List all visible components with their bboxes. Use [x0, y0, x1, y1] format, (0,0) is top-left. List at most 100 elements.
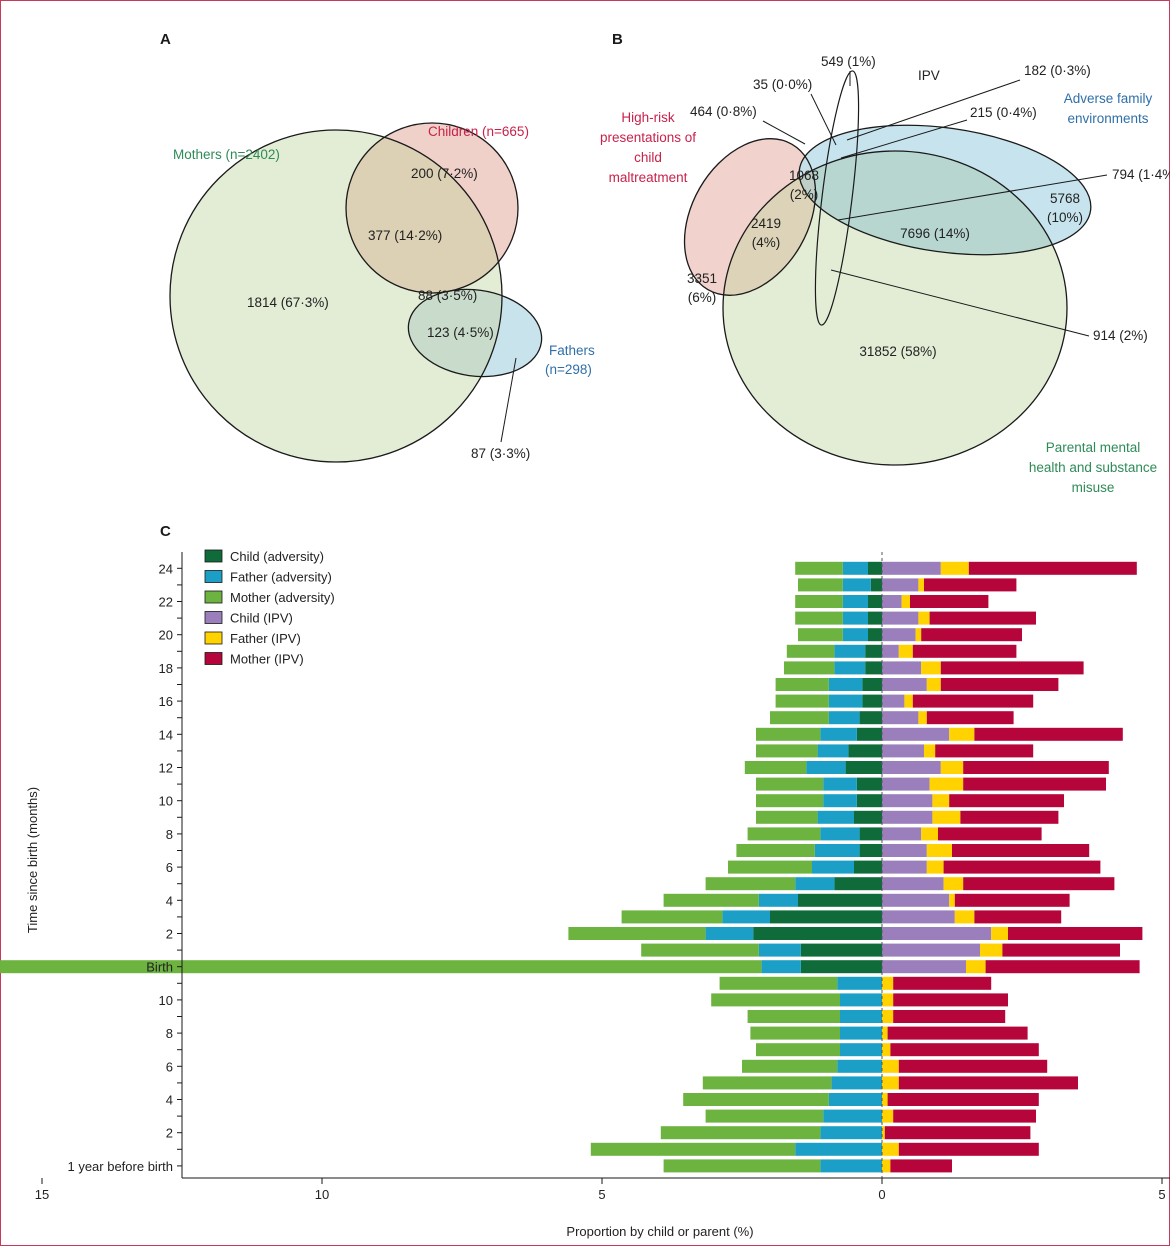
bar-child-adv [859, 827, 882, 841]
venn-b-callout-35-leader [810, 93, 837, 146]
bar-child-ipv [882, 678, 927, 691]
bar-child-adv [868, 561, 882, 575]
bar-father-ipv [991, 927, 1008, 940]
bar-mother-ipv [940, 678, 1059, 691]
bar-father-adv [840, 1010, 882, 1023]
bar-mother-adv [784, 661, 835, 675]
venn-b-region-line: (2%) [790, 187, 819, 202]
y-tick-label: 6 [166, 1059, 173, 1074]
bar-child-ipv [882, 727, 950, 741]
venn-b-parental-mental-outline [722, 150, 1068, 466]
venn-a: A Mothers (n=2402) Children (n=665) Fath… [160, 31, 595, 463]
bar-mother-adv [775, 694, 829, 708]
bar-mother-adv [736, 844, 815, 857]
bar-father-ipv [921, 827, 938, 841]
bar-child-ipv [882, 910, 955, 924]
bar-father-adv [795, 877, 835, 891]
venn-b-region-line: (4%) [752, 235, 781, 250]
bar-father-adv [761, 960, 801, 974]
bar-father-adv [840, 1043, 882, 1057]
bar-father-adv [820, 1159, 882, 1173]
legend-swatch [204, 611, 223, 624]
venn-b-region-family-only: 5768 (10%) [1047, 191, 1083, 225]
y-tick-label: 1 year before birth [67, 1159, 173, 1174]
bar-child-adv [865, 661, 882, 675]
venn-a-region-children-only: 200 (7·2%) [411, 166, 478, 181]
bar-mother-ipv [890, 1159, 952, 1173]
bar-child-ipv [882, 694, 905, 708]
bar-child-adv [854, 860, 882, 874]
bar-child-adv [868, 611, 882, 625]
bar-father-adv [842, 561, 868, 575]
bar-mother-adv [0, 960, 762, 974]
venn-b-family-label-line: environments [1067, 111, 1148, 126]
bar-mother-ipv [898, 1142, 1039, 1156]
bar-father-adv [840, 993, 882, 1007]
bar-mother-ipv [929, 611, 1036, 625]
bar-father-adv [817, 810, 854, 824]
venn-b-region-line: (10%) [1047, 210, 1083, 225]
bar-father-ipv [882, 1126, 885, 1140]
bar-father-adv [834, 661, 866, 675]
bar-father-ipv [918, 578, 924, 592]
bar-child-ipv [882, 711, 919, 725]
venn-b-region-mental-only: 31852 (58%) [859, 344, 936, 359]
bar-mother-adv [621, 910, 723, 924]
bar-mother-ipv [963, 777, 1106, 791]
venn-b-region-line: 3351 [687, 271, 717, 286]
venn-b-callout-464-leader [762, 120, 806, 145]
panel-b-letter: B [612, 31, 623, 48]
bar-mother-ipv [940, 661, 1084, 675]
bar-mother-ipv [912, 644, 1017, 658]
bar-father-ipv [882, 1043, 891, 1057]
bar-father-ipv [898, 644, 913, 658]
bar-mother-adv [663, 893, 759, 907]
bar-mother-ipv [938, 827, 1042, 841]
bar-father-ipv [940, 561, 969, 575]
y-tick-label: 10 [159, 993, 173, 1008]
venn-b-region-line: (6%) [688, 290, 717, 305]
bar-mother-adv [711, 993, 840, 1007]
bar-mother-adv [756, 727, 821, 741]
bar-father-ipv [901, 595, 910, 608]
venn-b-high-risk-outline [683, 138, 817, 296]
bar-father-adv [828, 711, 860, 725]
bar-child-adv [798, 893, 882, 907]
venn-a-fathers-only-leader [500, 357, 517, 443]
panel-a-letter: A [160, 31, 171, 48]
bar-father-ipv [882, 1026, 888, 1040]
bar-father-adv [842, 578, 871, 592]
bar-child-adv [800, 960, 882, 974]
bar-mother-ipv [910, 595, 989, 608]
bar-child-adv [856, 777, 882, 791]
bar-mother-adv [756, 1043, 840, 1057]
legend-swatch [204, 590, 223, 604]
bar-mother-ipv [963, 877, 1115, 891]
bar-mother-adv [660, 1126, 821, 1140]
bar-mother-ipv [924, 578, 1017, 592]
venn-b-high-risk-label-line: presentations of [600, 130, 696, 145]
bar-mother-adv [756, 777, 824, 791]
bar-father-adv [705, 927, 754, 940]
bar-father-adv [840, 1026, 882, 1040]
y-tick-label: 2 [166, 1126, 173, 1141]
bar-mother-ipv [974, 727, 1123, 741]
bar-father-adv [795, 1142, 882, 1156]
bar-chart: C Child (adversity) Father (adversity) Mot… [0, 523, 1170, 1239]
bar-child-ipv [882, 810, 933, 824]
bar-child-adv [868, 595, 882, 608]
bar-father-ipv [926, 844, 952, 857]
bar-mother-adv [798, 628, 843, 642]
y-tick-label: 6 [166, 860, 173, 875]
bar-father-ipv [904, 694, 913, 708]
bar-mother-ipv [954, 893, 1070, 907]
bar-father-ipv [882, 976, 894, 990]
bar-father-ipv [980, 943, 1003, 957]
y-tick-label: 18 [159, 661, 173, 676]
bar-father-adv [842, 595, 868, 608]
bar-mother-ipv [963, 761, 1109, 774]
bar-father-ipv [882, 1159, 891, 1173]
bar-father-adv [842, 611, 868, 625]
venn-b-callout-914: 914 (2%) [1093, 328, 1148, 343]
bar-child-ipv [882, 860, 927, 874]
